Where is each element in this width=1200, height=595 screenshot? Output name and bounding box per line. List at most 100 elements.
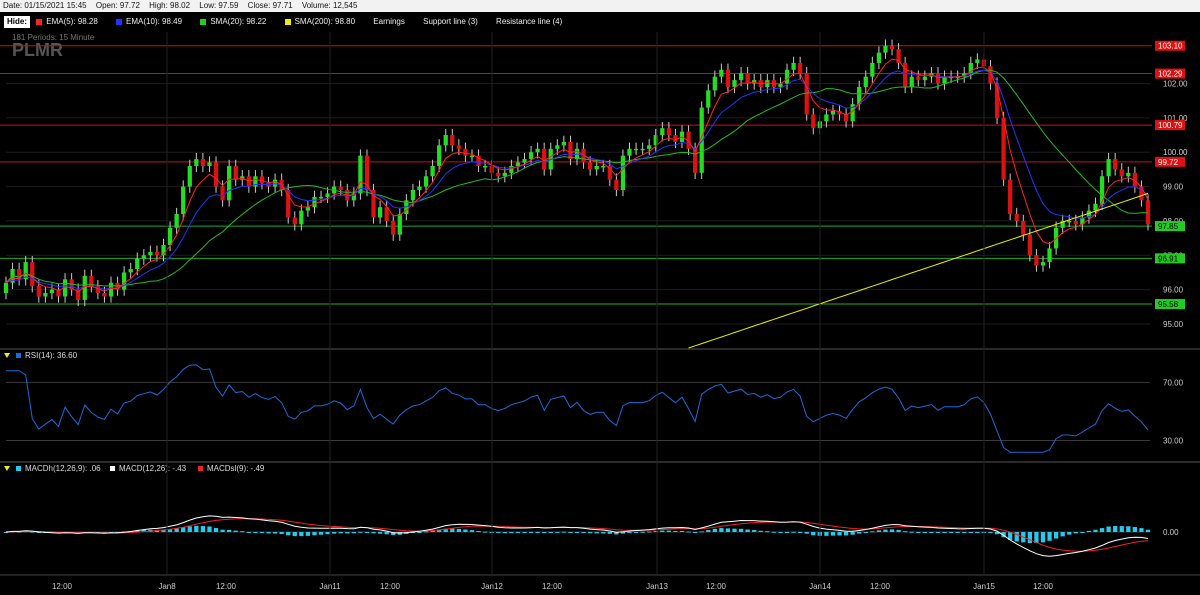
candle-body: [299, 210, 304, 225]
rsi-label: RSI(14): 36.60: [25, 351, 78, 360]
candle-body: [187, 165, 192, 187]
price-tick-label: 99.00: [1163, 183, 1184, 192]
macd-hist-bar: [627, 532, 632, 533]
time-tick-label: Jan14: [809, 582, 831, 591]
candle-body: [916, 76, 921, 81]
candle-body: [220, 186, 225, 201]
macd-hist-bar: [607, 532, 612, 534]
macd-hist-bar: [1093, 529, 1098, 532]
candle-body: [601, 165, 606, 168]
macd-hist-bar: [266, 532, 271, 534]
macd-hist-bar: [1086, 530, 1092, 532]
macd-hist-bar: [653, 531, 658, 533]
legend-resistance-lines[interactable]: Resistance line (4): [496, 17, 563, 26]
period-label: 181 Periods: 15 Minute: [12, 33, 95, 42]
support-label: 96.91: [1158, 254, 1179, 263]
macd-hist-bar: [141, 530, 146, 532]
price-tick-label: 100.00: [1163, 148, 1188, 157]
candle-body: [213, 162, 219, 187]
macd-hist-bar: [1060, 532, 1065, 537]
candle-body: [128, 269, 133, 273]
candle-body: [305, 207, 311, 211]
macd-line-label: MACD(12,26): -.43: [119, 464, 187, 473]
legend-support-lines[interactable]: Support line (3): [423, 17, 478, 26]
hide-button[interactable]: Hide:: [4, 16, 30, 28]
vertical-gridlines: [166, 32, 985, 575]
candle-body: [463, 148, 468, 156]
candle-body: [686, 131, 691, 149]
rsi-collapse-icon[interactable]: [4, 353, 10, 358]
candle-body: [889, 45, 895, 50]
time-tick-label: Jan15: [973, 582, 995, 591]
candle-body: [837, 111, 842, 115]
candle-body: [863, 76, 868, 87]
macd-hist-bar: [358, 531, 363, 533]
candle-body: [62, 279, 68, 297]
chart-background: [0, 32, 1200, 595]
macd-collapse-icon[interactable]: [4, 466, 10, 471]
candle-body: [1067, 220, 1072, 223]
macd-histogram: [3, 525, 1151, 544]
macd-hist-bar: [187, 526, 192, 532]
macd-hist-bar: [430, 530, 435, 532]
time-tick-label: 12:00: [542, 582, 563, 591]
time-tick-label: 12:00: [1033, 582, 1054, 591]
legend-ema5[interactable]: EMA(5): 98.28: [36, 12, 98, 32]
candle-body: [476, 155, 481, 166]
macd-hist-swatch: [16, 466, 21, 471]
resistance-label-box: [1155, 120, 1185, 131]
header-low: Low: 97.59: [199, 1, 239, 10]
macd-hist-bar: [443, 528, 448, 532]
macd-hist-bar: [391, 532, 396, 536]
candle-body: [56, 289, 61, 297]
candle-body: [666, 128, 672, 136]
candle-body: [1106, 159, 1111, 177]
macd-hist-bar: [693, 532, 698, 533]
macd-hist-bar: [233, 530, 238, 532]
macd-hist-bar: [548, 532, 553, 533]
macd-hist-bar: [857, 532, 862, 534]
macd-hist-bar: [601, 532, 606, 534]
candle-body: [830, 111, 836, 115]
macd-hist-bar: [922, 532, 927, 533]
moving-averages: [5, 58, 1149, 349]
sma20-line: [5, 69, 1149, 287]
candle-body: [647, 145, 652, 149]
header-volume: Volume: 12,545: [301, 1, 358, 10]
candle-body: [745, 73, 750, 84]
candle-body: [738, 73, 744, 81]
ema5-swatch: [36, 18, 43, 25]
macd-hist-bar: [1119, 526, 1124, 532]
candle-body: [1040, 262, 1046, 266]
macd-line: [5, 515, 1149, 557]
macd-hist-bar: [345, 532, 350, 534]
macd-hist-bar: [719, 528, 724, 532]
candle-body: [89, 275, 94, 287]
candle-body: [955, 76, 960, 79]
candle-body: [719, 69, 724, 77]
time-tick-label: 12:00: [52, 582, 73, 591]
legend-sma200[interactable]: SMA(200): 98.80: [284, 12, 355, 32]
macd-hist-bar: [752, 530, 757, 532]
macd-hist-bar: [778, 532, 783, 533]
candle-body: [351, 193, 356, 201]
candle-body: [1027, 234, 1032, 256]
candle-body: [318, 196, 324, 199]
support-resistance-labels[interactable]: 103.10 102.29 100.79 99.72 97.85 96.91 95.58: [1155, 40, 1185, 310]
macd-hist-bar: [876, 530, 882, 532]
macd-hist-bar: [587, 532, 593, 534]
macd-hist-bar: [929, 532, 934, 533]
macd-hist-bar: [561, 531, 567, 533]
macd-hist-bar: [883, 529, 888, 532]
legend-ema10[interactable]: EMA(10): 98.49: [116, 12, 182, 32]
macd-hist-bar: [161, 529, 166, 532]
macd-hist-bar: [903, 531, 908, 533]
macd-hist-bar: [515, 532, 521, 533]
legend-earnings[interactable]: Earnings: [373, 17, 405, 26]
candle-body: [233, 165, 238, 180]
macd-hist-bar: [850, 532, 855, 535]
candle-body: [693, 148, 698, 173]
candle-body: [141, 255, 146, 259]
candle-body: [706, 90, 711, 108]
legend-sma20[interactable]: SMA(20): 98.22: [200, 12, 266, 32]
